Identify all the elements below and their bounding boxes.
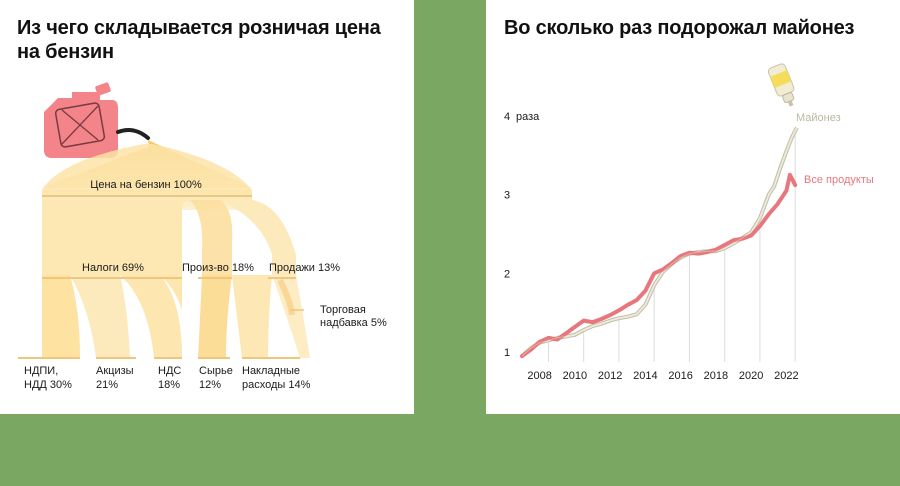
production-label: Произ-во 18%	[182, 262, 254, 274]
markup-label-line1: Торговая	[320, 304, 366, 316]
overhead-label-line2: расходы 14%	[242, 379, 311, 391]
series-mayonnaise-outline	[520, 126, 799, 358]
y-tick-4: 4	[504, 111, 510, 123]
x-axis-ticks: 2008 2010 2012 2014 2016 2018 2020 2022	[527, 370, 798, 382]
series-mayonnaise-top	[521, 127, 798, 357]
mayonnaise-bottle-icon	[767, 63, 795, 107]
raw-label-line1: Сырье	[199, 365, 233, 377]
fuel-canister-icon	[44, 82, 150, 158]
sales-label: Продажи 13%	[269, 262, 340, 274]
x-tick-2010: 2010	[563, 370, 587, 382]
markup-label-line2: надбавка 5%	[320, 317, 387, 329]
series-mayonnaise	[521, 127, 798, 357]
grid-lines	[547, 130, 796, 362]
excise-label-line2: 21%	[96, 379, 118, 391]
y-tick-2: 2	[504, 268, 510, 280]
x-tick-2012: 2012	[598, 370, 622, 382]
left-title-line1: Из чего складывается розничая цена	[17, 17, 381, 39]
y-axis-ticks: 1 2 3 4 раза	[504, 111, 540, 359]
vat-label-line1: НДС	[158, 365, 181, 377]
legend-all-products: Все продукты	[804, 174, 874, 186]
excise-label-line1: Акцизы	[96, 365, 134, 377]
x-tick-2018: 2018	[704, 370, 728, 382]
ndpi-label-line1: НДПИ,	[24, 365, 58, 377]
gasoline-price-sankey: Цена на бензин 100% Налоги 69% Произ-во …	[18, 82, 387, 391]
y-unit-label: раза	[516, 111, 540, 123]
x-tick-2022: 2022	[774, 370, 798, 382]
left-title: Из чего складывается розничая цена на бе…	[17, 16, 381, 64]
left-title-line2: на бензин	[17, 41, 114, 63]
series-group	[520, 126, 799, 359]
x-tick-2008: 2008	[527, 370, 551, 382]
ndpi-label-line2: НДД 30%	[24, 379, 72, 391]
right-panel: Во сколько раз подорожал майонез 1 2 3 4 раз…	[486, 0, 900, 414]
left-panel: Из чего складывается розничая цена на бе…	[0, 0, 414, 414]
sankey-flows	[42, 190, 310, 358]
series-all-products	[520, 172, 798, 359]
taxes-label: Налоги 69%	[82, 262, 144, 274]
x-tick-2020: 2020	[739, 370, 763, 382]
right-title: Во сколько раз подорожал майонез	[504, 17, 855, 39]
mayonnaise-price-line-chart: 1 2 3 4 раза 2008 2010 2012 2014 2016 2018 2020 202…	[504, 63, 874, 382]
raw-label-line2: 12%	[199, 379, 221, 391]
x-tick-2016: 2016	[668, 370, 692, 382]
total-label: Цена на бензин 100%	[90, 179, 202, 191]
legend-mayonnaise: Майонез	[796, 112, 841, 124]
y-tick-1: 1	[504, 347, 510, 359]
vat-label-line2: 18%	[158, 379, 180, 391]
overhead-label-line1: Накладные	[242, 365, 300, 377]
y-tick-3: 3	[504, 190, 510, 202]
sankey-dividers	[18, 195, 304, 359]
x-tick-2014: 2014	[633, 370, 657, 382]
